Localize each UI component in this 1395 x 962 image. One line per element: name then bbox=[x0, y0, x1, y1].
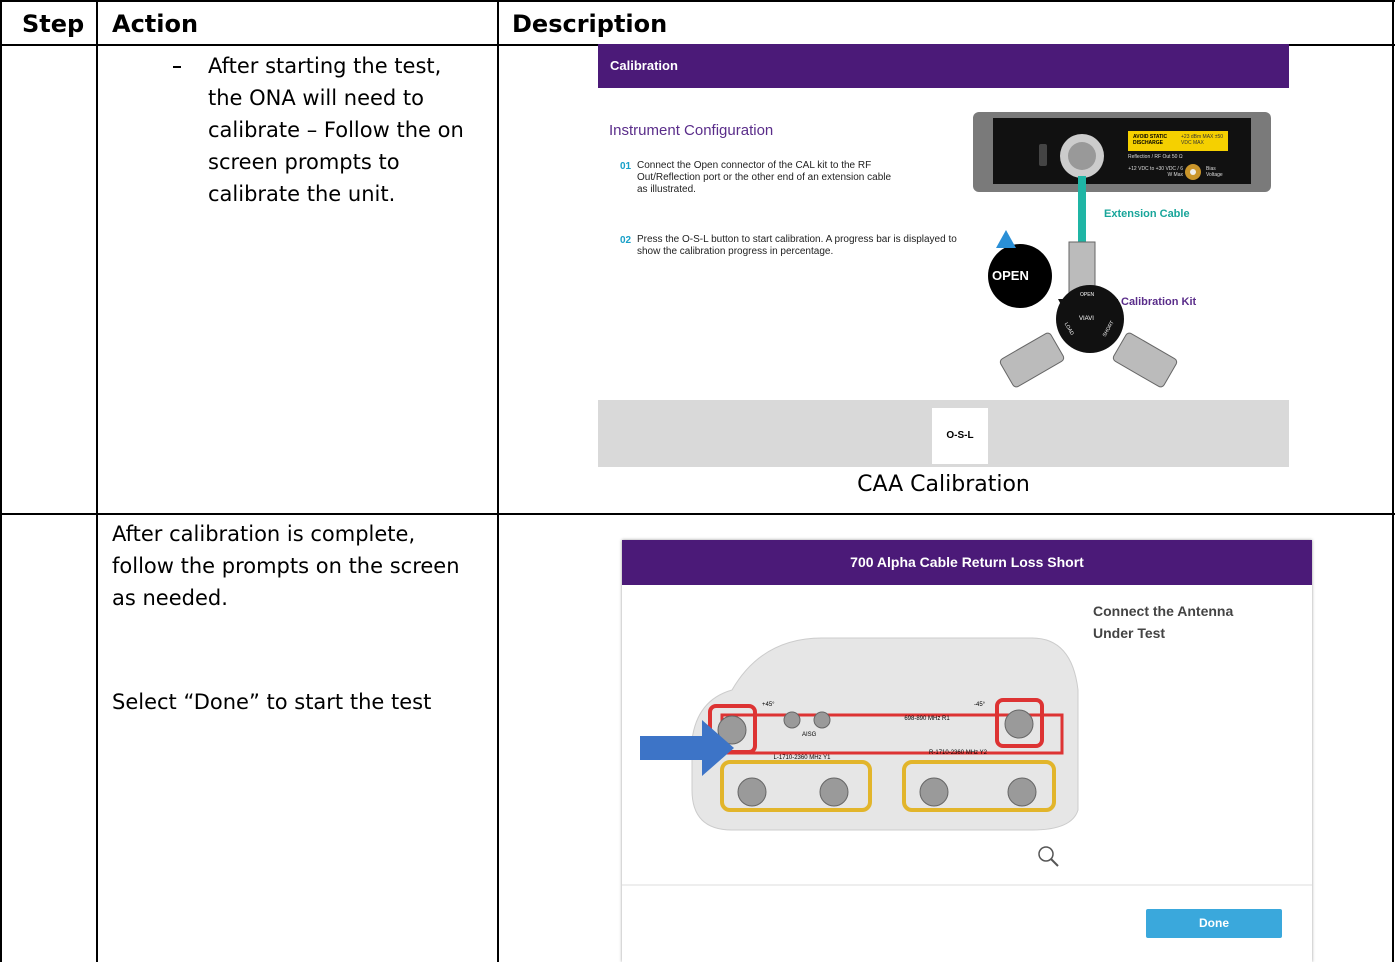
screen-heading: Instrument Configuration bbox=[609, 122, 774, 139]
rule bbox=[0, 0, 1395, 2]
device-label: Reflection / RF Out 50 Ω bbox=[1128, 154, 1183, 160]
step-number: 01 bbox=[620, 161, 632, 172]
header-cell: Step bbox=[22, 10, 85, 38]
screen-title: Calibration bbox=[598, 44, 1289, 88]
prompt: Connect the Antenna Under Test bbox=[1093, 603, 1234, 641]
calibration-illustration bbox=[973, 112, 1271, 388]
header-cell: Description bbox=[512, 10, 668, 38]
rule bbox=[1392, 0, 1394, 962]
rule bbox=[497, 0, 499, 962]
osl-button[interactable]: O-S-L bbox=[932, 408, 988, 464]
action-text: After starting the test, the ONA will ne… bbox=[208, 54, 464, 206]
callout: OPEN bbox=[992, 268, 1029, 283]
antenna-label: -45° bbox=[974, 702, 986, 708]
action-text: Select “Done” to start the test bbox=[112, 690, 432, 714]
caption: CAA Calibration bbox=[857, 472, 1030, 497]
callout: Calibration Kit bbox=[1121, 296, 1197, 308]
screenshot: Calibration Instrument Configuration 01 … bbox=[598, 44, 1289, 467]
device-label: +23 dBm MAX ±50 VDC MAX bbox=[1181, 134, 1224, 146]
kit-label: OPEN bbox=[1080, 292, 1095, 298]
step-text: Connect the Open connector of the CAL ki… bbox=[637, 160, 892, 195]
antenna-label: L-1710-2360 MHz Y1 bbox=[773, 755, 831, 761]
kit-label: VIAVI bbox=[1079, 316, 1094, 322]
antenna-label: AISG bbox=[802, 732, 817, 738]
done-button[interactable]: Done bbox=[1146, 909, 1282, 938]
action-text: After calibration is complete, follow th… bbox=[112, 522, 460, 610]
rule bbox=[96, 0, 98, 962]
screen-title: 700 Alpha Cable Return Loss Short bbox=[622, 540, 1312, 585]
bullet bbox=[173, 66, 181, 68]
antenna-label: +45° bbox=[762, 702, 775, 708]
antenna-illustration bbox=[622, 637, 1312, 886]
antenna-label: 698-890 MHz R1 bbox=[904, 716, 950, 722]
device-label: AVOID STATIC DISCHARGE bbox=[1133, 134, 1168, 146]
step-text: Press the O-S-L button to start calibrat… bbox=[637, 234, 957, 257]
screenshot: 700 Alpha Cable Return Loss Short Connec… bbox=[622, 540, 1312, 962]
rule bbox=[0, 0, 2, 962]
device-label: Bias Voltage bbox=[1206, 166, 1223, 178]
rule bbox=[0, 513, 1395, 515]
callout: Extension Cable bbox=[1104, 208, 1190, 220]
step-number: 02 bbox=[620, 235, 632, 246]
device-label: +12 VDC to +30 VDC / 6 W Max bbox=[1128, 166, 1183, 178]
antenna-label: R-1710-2360 MHz Y2 bbox=[929, 750, 987, 756]
header-cell: Action bbox=[112, 10, 199, 38]
